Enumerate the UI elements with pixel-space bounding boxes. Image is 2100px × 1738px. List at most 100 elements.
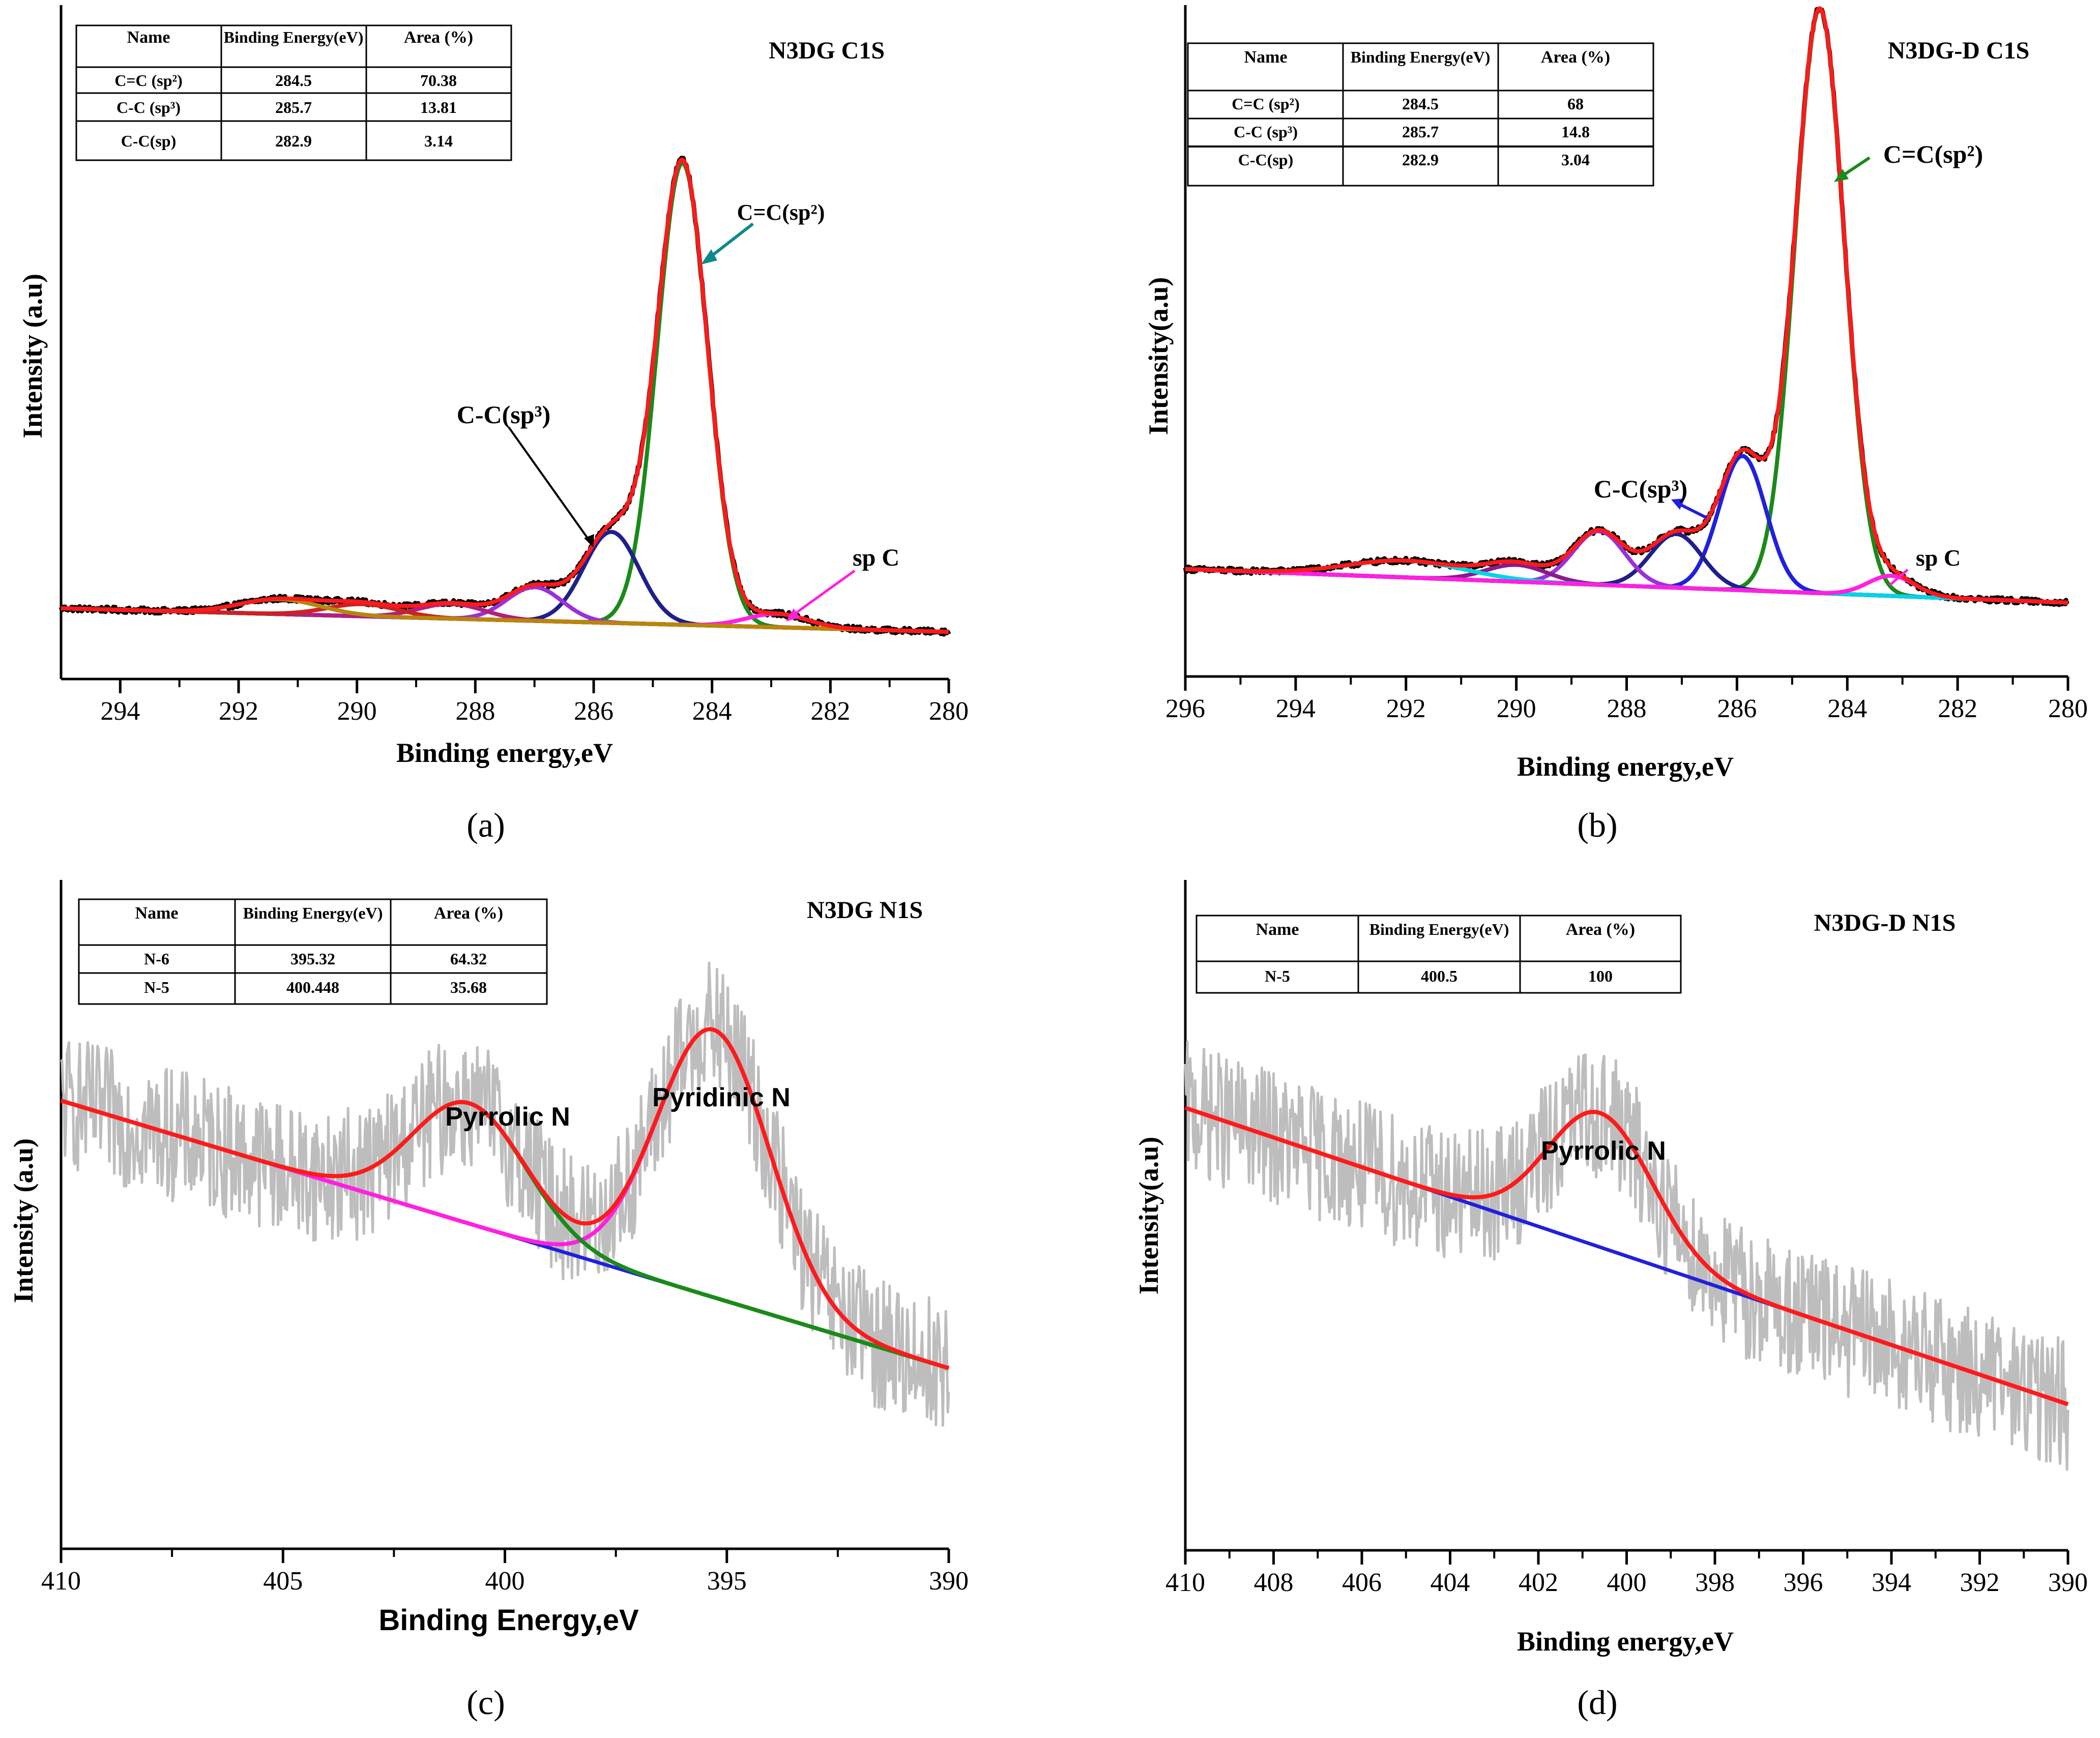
table-cell: 13.81 [420, 98, 457, 116]
x-tick-label: 398 [1695, 1568, 1735, 1597]
data-table: Name Binding Energy(eV) Area (%) C=C (sp… [1187, 42, 1654, 187]
x-axis-label: Binding Energy,eV [378, 1604, 639, 1637]
x-tick-label: 406 [1342, 1568, 1382, 1597]
arrowhead-icon [701, 249, 717, 264]
table-header: Binding Energy(eV) [224, 28, 364, 46]
arrowhead-icon [1834, 169, 1849, 182]
x-tick-label: 290 [1497, 694, 1536, 723]
x-tick-label: 292 [219, 697, 258, 726]
x-tick-label: 284 [692, 697, 732, 726]
table-header: Name [1256, 920, 1299, 939]
series-fit-envelope [1184, 1106, 2069, 1406]
arrowhead-icon [786, 608, 800, 622]
table-cell: 64.32 [450, 950, 487, 968]
x-tick-label: 410 [41, 1567, 81, 1596]
table-cell: 3.04 [1561, 151, 1590, 169]
table-cell: 68 [1567, 95, 1584, 113]
table-cell: 400.5 [1421, 967, 1457, 985]
annotation-label: C=C(sp²) [1883, 140, 1983, 168]
panel-title: N3DG-D C1S [1888, 37, 2030, 64]
x-axis-label: Binding energy,eV [396, 738, 613, 768]
y-axis-label: Intensity(a.u) [1133, 1137, 1164, 1295]
table-frame [78, 898, 548, 1005]
x-tick-label: 395 [707, 1567, 747, 1596]
series-experimental [60, 961, 950, 1427]
x-tick-label: 405 [263, 1567, 303, 1596]
arrowhead-icon [1671, 498, 1685, 510]
y-axis-label: Intensity(a.u) [1143, 277, 1174, 435]
table-cell: C-C(sp) [121, 132, 176, 150]
table-cell: C=C (sp²) [1232, 95, 1300, 113]
table-cell: C-C (sp³) [1234, 123, 1298, 141]
annotation-label: sp C [1916, 545, 1961, 571]
series-fit-envelope [60, 157, 950, 634]
table-header: Area (%) [1541, 48, 1610, 67]
x-tick-label: 400 [1607, 1568, 1647, 1597]
annotation-arrow [706, 222, 754, 261]
panel-a: 294 292 290 288 286 284 282 280 N3DG C1S Bindin… [17, 5, 969, 844]
panel-title: N3DG N1S [807, 897, 923, 924]
table-cell: N-6 [144, 950, 169, 968]
anno-spc: sp C [1889, 545, 1961, 586]
table-header: Binding Energy(eV) [243, 904, 383, 922]
annotation-label: Pyrrolic N [1541, 1136, 1666, 1166]
table-cell: 395.32 [290, 950, 335, 968]
x-ticks: 294 292 290 288 286 284 282 280 [100, 679, 969, 726]
table-cell: 35.68 [450, 978, 487, 996]
x-tick-label: 402 [1519, 1568, 1558, 1597]
x-axis-label: Binding energy,eV [1517, 1626, 1734, 1657]
table-frame [1195, 915, 1682, 994]
table-cell: N-5 [144, 978, 169, 996]
anno-sp2: C=C(sp²) [701, 200, 825, 264]
anno-sp3: C-C(sp³) [457, 400, 594, 547]
table-cell: C-C (sp³) [116, 98, 181, 116]
panel-caption: (c) [466, 1683, 505, 1722]
table-header: Area (%) [404, 28, 473, 47]
x-tick-label: 396 [1784, 1568, 1823, 1597]
panel-b: 296 294 292 290 288 286 284 282 280 N3DG-D C1S B… [1143, 5, 2088, 844]
annotation-label: Pyrrolic N [445, 1102, 570, 1132]
anno-sp2: C=C(sp²) [1834, 140, 1983, 182]
x-tick-label: 288 [455, 697, 495, 726]
series-fit-envelope [1184, 6, 2069, 605]
table-cell: 284.5 [275, 71, 312, 90]
series-n-6-pyridinic-n [60, 1027, 950, 1370]
annotation-label: C=C(sp²) [737, 200, 825, 225]
x-tick-label: 282 [810, 697, 850, 726]
x-tick-label: 288 [1607, 694, 1647, 723]
series-fit-envelope [60, 1027, 950, 1370]
x-tick-label: 410 [1165, 1568, 1205, 1597]
table-frame [1187, 42, 1654, 187]
table-cell: 400.448 [286, 978, 339, 996]
panel-caption: (b) [1577, 806, 1617, 844]
series-layer [59, 156, 951, 637]
annotation-label: Pyridinic N [652, 1083, 791, 1112]
x-tick-label: 290 [337, 697, 377, 726]
series-experimental [59, 156, 951, 637]
x-ticks: 296 294 292 290 288 286 284 282 280 [1165, 676, 2088, 723]
table-header: Name [1244, 48, 1288, 67]
table-cell: C-C(sp) [1238, 151, 1293, 169]
x-tick-label: 294 [1276, 694, 1316, 723]
series-layer [60, 961, 950, 1427]
data-table: Name Binding Energy(eV) Area (%) C=C (sp… [75, 24, 512, 161]
panel-caption: (a) [466, 806, 505, 844]
anno-spc: sp C [786, 544, 899, 622]
x-tick-label: 294 [100, 697, 140, 726]
annotation-label: sp C [853, 544, 899, 571]
table-cell: N-5 [1265, 967, 1290, 985]
annotation-label: C-C(sp³) [1594, 475, 1687, 503]
anno-sp3: C-C(sp³) [1594, 475, 1708, 519]
x-tick-label: 390 [929, 1567, 969, 1596]
x-tick-label: 286 [574, 697, 614, 726]
table-cell: 282.9 [275, 132, 312, 150]
table-header: Area (%) [1566, 920, 1635, 939]
table-header: Name [127, 28, 170, 47]
table-cell: 284.5 [1402, 95, 1439, 113]
panel-title: N3DG-D N1S [1814, 909, 1956, 936]
data-table: Name Binding Energy(eV) Area (%) N-6 395… [78, 898, 548, 1005]
y-axis-label: Intensity (a.u) [8, 1138, 39, 1303]
table-cell: 3.14 [424, 132, 453, 150]
x-tick-label: 296 [1165, 694, 1205, 723]
